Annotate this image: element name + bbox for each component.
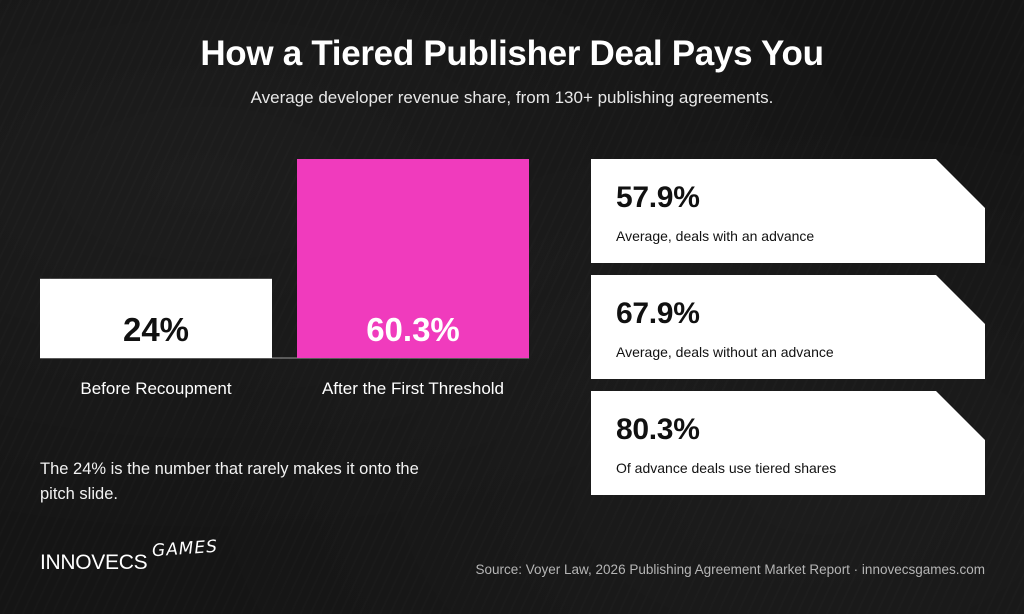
- page-subtitle: Average developer revenue share, from 13…: [250, 88, 774, 107]
- bar-chart: 24% Before Recoupment 60.3% After the First…: [40, 159, 529, 398]
- bar-0: [40, 278, 272, 358]
- stat-label: Average, deals with an advance: [616, 228, 815, 244]
- category-label-0: Before Recoupment: [80, 379, 231, 398]
- bar-value-label-1: 60.3%: [366, 311, 460, 348]
- stat-label: Average, deals without an advance: [616, 344, 834, 360]
- page-title: How a Tiered Publisher Deal Pays You: [200, 34, 824, 73]
- chart-note: The 24% is the number that rarely makes …: [40, 460, 419, 503]
- stat-label: Of advance deals use tiered shares: [616, 460, 837, 476]
- brand-logo: INNOVECS GAMES: [40, 537, 219, 575]
- source-credit: Source: Voyer Law, 2026 Publishing Agree…: [475, 562, 985, 577]
- stat-value: 67.9%: [616, 297, 700, 330]
- stat-card-no-advance: 67.9% Average, deals without an advance: [591, 275, 985, 379]
- bar-value-label-0: 24%: [123, 311, 189, 348]
- stat-card-advance: 57.9% Average, deals with an advance: [591, 159, 985, 263]
- stat-value: 57.9%: [616, 181, 700, 214]
- brand-name: INNOVECS: [40, 551, 148, 574]
- stat-card-tiered: 80.3% Of advance deals use tiered shares: [591, 391, 985, 495]
- category-label-1: After the First Threshold: [322, 379, 504, 398]
- stat-value: 80.3%: [616, 413, 700, 446]
- bar-1: [297, 159, 529, 358]
